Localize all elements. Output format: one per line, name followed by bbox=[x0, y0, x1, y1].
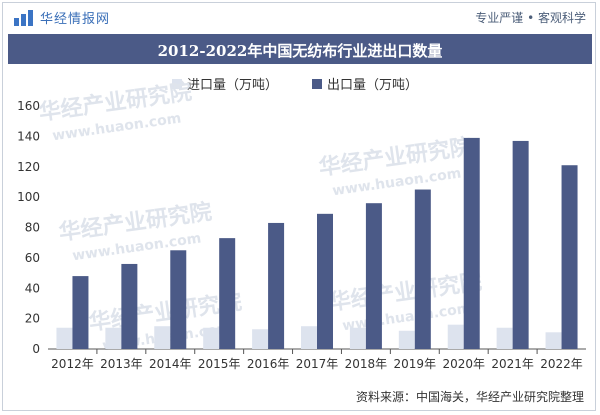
legend-label-export: 出口量（万吨） bbox=[327, 78, 419, 93]
bar-export bbox=[512, 140, 529, 349]
bar-import bbox=[349, 327, 366, 349]
bar-import bbox=[56, 327, 73, 349]
x-tick-label: 2015年 bbox=[198, 357, 241, 371]
x-tick-label: 2019年 bbox=[394, 357, 437, 371]
legend: 进口量（万吨） 出口量（万吨） bbox=[172, 74, 418, 93]
bar-export bbox=[219, 238, 236, 349]
brand: 华经情报网 bbox=[14, 8, 110, 27]
bar-export bbox=[561, 165, 578, 349]
bar-export bbox=[268, 222, 285, 349]
bar-import bbox=[398, 330, 415, 349]
brand-name: 华经情报网 bbox=[40, 12, 111, 27]
bar-export bbox=[317, 213, 333, 349]
legend-swatch-import bbox=[172, 78, 182, 89]
chart-frame bbox=[2, 2, 596, 411]
x-tick-label: 2014年 bbox=[149, 357, 192, 371]
x-tick-label: 2012年 bbox=[51, 357, 94, 371]
legend-item-export: 出口量（万吨） bbox=[312, 74, 418, 93]
x-tick-label: 2013年 bbox=[100, 357, 143, 371]
bar-import bbox=[301, 326, 317, 349]
bar-export bbox=[170, 250, 187, 349]
y-tick-label: 160 bbox=[17, 99, 40, 113]
y-tick-label: 0 bbox=[32, 342, 40, 356]
bar-import bbox=[252, 329, 269, 349]
bar-import bbox=[154, 326, 171, 349]
top-bar: 华经情报网 专业严谨 • 客观科学 bbox=[0, 0, 600, 34]
legend-swatch-export bbox=[312, 78, 323, 89]
x-tick-label: 2020年 bbox=[442, 357, 485, 371]
brand-logo-icon bbox=[14, 9, 34, 26]
tagline: 专业严谨 • 客观科学 bbox=[475, 11, 586, 25]
legend-label-import: 进口量（万吨） bbox=[187, 78, 279, 93]
x-tick-label: 2018年 bbox=[345, 357, 388, 371]
x-tick-label: 2016年 bbox=[247, 357, 290, 371]
bar-export bbox=[121, 263, 138, 349]
y-tick-label: 120 bbox=[17, 160, 40, 174]
bar-import bbox=[105, 327, 122, 349]
bar-import bbox=[447, 324, 464, 349]
x-tick-label: 2022年 bbox=[540, 357, 583, 371]
legend-item-import: 进口量（万吨） bbox=[172, 74, 278, 93]
x-tick-label: 2021年 bbox=[491, 357, 534, 371]
y-tick-label: 20 bbox=[25, 312, 40, 326]
bar-export bbox=[72, 276, 89, 349]
source-note: 资料来源：中国海关，华经产业研究院整理 bbox=[355, 390, 584, 404]
title-bar: 2012-2022年中国无纺布行业进出口数量 bbox=[8, 34, 592, 64]
y-tick-label: 100 bbox=[17, 190, 40, 204]
bar-import bbox=[203, 327, 220, 349]
y-tick-label: 40 bbox=[25, 281, 40, 295]
y-tick-label: 140 bbox=[17, 129, 40, 143]
bar-export bbox=[365, 203, 382, 349]
bar-import bbox=[496, 327, 513, 349]
y-tick-label: 80 bbox=[25, 221, 40, 235]
y-tick-label: 60 bbox=[25, 251, 40, 265]
bars bbox=[56, 137, 578, 349]
bar-export bbox=[414, 189, 431, 349]
x-tick-label: 2017年 bbox=[296, 357, 339, 371]
bar-export bbox=[463, 137, 480, 349]
bar-import bbox=[545, 332, 562, 349]
chart-title: 2012-2022年中国无纺布行业进出口数量 bbox=[157, 42, 443, 60]
